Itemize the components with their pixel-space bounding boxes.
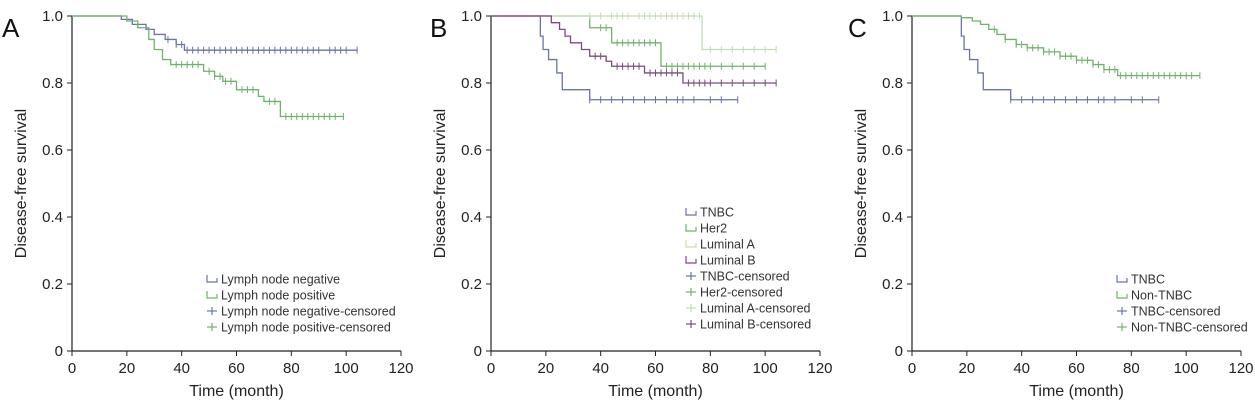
y-tick-label: 0.8 <box>461 75 482 92</box>
x-tick-label: 20 <box>537 360 554 377</box>
y-tick-label: 0.8 <box>42 75 63 92</box>
legend-item-label: Luminal A <box>700 238 756 252</box>
legend-item-label: Lymph node positive-censored <box>221 321 391 335</box>
legend-swatch <box>1116 275 1128 283</box>
legend-swatch <box>206 291 218 299</box>
y-tick-label: 0.2 <box>461 276 482 293</box>
legend-swatch <box>206 275 218 283</box>
legend-item-label: Lymph node negative-censored <box>221 305 396 319</box>
chart-panel-c: C 0 20 40 60 80 100 120 0 0.2 0.4 0.6 0.8 1.0 Time (mo… <box>848 8 1254 400</box>
survival-curve-1 <box>912 15 1200 77</box>
y-axis-title: Disease-free survival <box>853 109 870 258</box>
survival-curve-0 <box>491 15 738 101</box>
x-tick-label: 20 <box>958 360 975 377</box>
x-axis-title: Time (month) <box>1029 383 1124 400</box>
x-tick-label: 100 <box>753 360 778 377</box>
x-tick-label: 80 <box>283 360 300 377</box>
x-tick-label: 40 <box>173 360 190 377</box>
x-tick-label: 60 <box>228 360 245 377</box>
survival-curve-3 <box>491 15 777 84</box>
x-tick-label: 80 <box>702 360 719 377</box>
x-axis-title: Time (month) <box>608 383 703 400</box>
y-tick-label: 1.0 <box>882 8 903 25</box>
chart-panel-a: A 0 20 40 60 80 100 120 0 0.2 0.4 0.6 0.8 1.0 Time (mo… <box>2 8 414 400</box>
legend-item-label: Lymph node positive <box>221 289 335 303</box>
x-tick-label: 120 <box>1228 360 1253 377</box>
legend-swatch <box>685 208 697 216</box>
x-tick-label: 40 <box>592 360 609 377</box>
legend-item-label: TNBC-censored <box>1131 305 1221 319</box>
x-tick-label: 60 <box>647 360 664 377</box>
legend-item-label: Her2-censored <box>700 286 783 300</box>
y-tick-label: 0.6 <box>882 142 903 159</box>
panel-letter: A <box>2 13 20 43</box>
y-tick-label: 1.0 <box>42 8 63 25</box>
legend-item-label: TNBC <box>1131 273 1165 287</box>
y-tick-label: 0.4 <box>461 209 482 226</box>
y-tick-label: 0 <box>895 343 903 360</box>
legend-swatch <box>685 224 697 232</box>
legend-swatch <box>1116 291 1128 299</box>
legend-item-label: Luminal B-censored <box>700 318 811 332</box>
legend-swatch <box>685 256 697 264</box>
legend-item-label: Her2 <box>700 222 727 236</box>
x-tick-label: 40 <box>1013 360 1030 377</box>
legend-item-label: TNBC <box>700 206 734 220</box>
x-tick-label: 0 <box>487 360 495 377</box>
survival-curve-0 <box>72 15 358 51</box>
y-tick-label: 0 <box>474 343 482 360</box>
chart-panel-b: B 0 20 40 60 80 100 120 0 0.2 0.4 0.6 0.8 1.0 Time (mo… <box>430 8 833 400</box>
x-tick-label: 20 <box>118 360 135 377</box>
y-tick-label: 0.4 <box>42 209 63 226</box>
x-tick-label: 80 <box>1123 360 1140 377</box>
y-tick-label: 0.6 <box>42 142 63 159</box>
x-tick-label: 120 <box>388 360 413 377</box>
x-tick-label: 100 <box>334 360 359 377</box>
legend-item-label: Non-TNBC <box>1131 289 1192 303</box>
x-tick-label: 120 <box>807 360 832 377</box>
survival-curve-2 <box>491 15 777 51</box>
y-tick-label: 0.8 <box>882 75 903 92</box>
legend-item-label: Lymph node negative <box>221 273 340 287</box>
y-tick-label: 0.2 <box>42 276 63 293</box>
x-tick-label: 0 <box>908 360 916 377</box>
legend-item-label: Luminal A-censored <box>700 302 811 316</box>
x-tick-label: 0 <box>68 360 76 377</box>
x-axis-title: Time (month) <box>189 383 284 400</box>
y-tick-label: 0 <box>55 343 63 360</box>
survival-curve-0 <box>912 15 1159 101</box>
y-axis-title: Disease-free survival <box>13 109 30 258</box>
panel-letter: C <box>848 13 867 43</box>
panel-letter: B <box>430 13 447 43</box>
x-tick-label: 100 <box>1174 360 1199 377</box>
legend-item-label: TNBC-censored <box>700 270 790 284</box>
legend-swatch <box>685 240 697 248</box>
y-tick-label: 0.6 <box>461 142 482 159</box>
y-tick-label: 1.0 <box>461 8 482 25</box>
legend-item-label: Luminal B <box>700 254 756 268</box>
y-tick-label: 0.2 <box>882 276 903 293</box>
legend-item-label: Non-TNBC-censored <box>1131 321 1248 335</box>
x-tick-label: 60 <box>1068 360 1085 377</box>
y-axis-title: Disease-free survival <box>432 109 449 258</box>
survival-curve-1 <box>72 15 344 118</box>
y-tick-label: 0.4 <box>882 209 903 226</box>
